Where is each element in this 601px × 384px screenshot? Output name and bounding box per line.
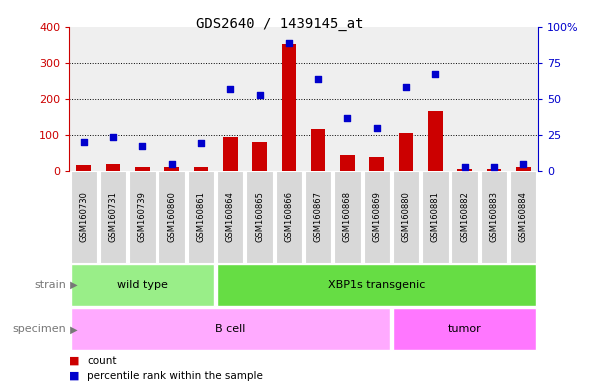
Bar <box>398 133 413 171</box>
Text: GSM160882: GSM160882 <box>460 192 469 242</box>
Bar <box>276 171 302 263</box>
Bar <box>217 171 243 263</box>
Bar <box>135 167 150 171</box>
Text: GSM160880: GSM160880 <box>401 192 410 242</box>
Point <box>284 40 294 46</box>
Bar <box>457 169 472 171</box>
Bar <box>481 171 507 263</box>
Text: tumor: tumor <box>448 324 481 334</box>
Text: GSM160868: GSM160868 <box>343 192 352 242</box>
Point <box>79 139 88 145</box>
Point <box>313 76 323 82</box>
Text: strain: strain <box>34 280 66 290</box>
Bar <box>70 171 97 263</box>
Bar <box>340 155 355 171</box>
Bar <box>252 142 267 171</box>
Point <box>108 134 118 141</box>
Text: GSM160860: GSM160860 <box>167 192 176 242</box>
Point <box>225 86 235 92</box>
Point <box>343 114 352 121</box>
Text: count: count <box>87 356 117 366</box>
Bar <box>451 171 478 263</box>
Text: GSM160739: GSM160739 <box>138 192 147 242</box>
Bar <box>76 166 91 171</box>
Point <box>401 84 411 91</box>
Text: ■: ■ <box>69 356 79 366</box>
Text: specimen: specimen <box>13 324 66 334</box>
Bar <box>364 171 390 263</box>
Bar <box>159 171 185 263</box>
Point <box>519 161 528 167</box>
Text: GSM160865: GSM160865 <box>255 192 264 242</box>
Bar <box>281 44 296 171</box>
Bar <box>70 264 214 306</box>
Bar <box>194 167 209 171</box>
Text: ■: ■ <box>69 371 79 381</box>
Bar <box>164 167 179 171</box>
Bar <box>510 171 537 263</box>
Text: XBP1s transgenic: XBP1s transgenic <box>328 280 426 290</box>
Text: percentile rank within the sample: percentile rank within the sample <box>87 371 263 381</box>
Text: ▶: ▶ <box>67 280 78 290</box>
Point <box>430 71 440 77</box>
Bar <box>129 171 156 263</box>
Text: wild type: wild type <box>117 280 168 290</box>
Text: B cell: B cell <box>215 324 245 334</box>
Bar <box>428 111 443 171</box>
Bar <box>106 164 120 171</box>
Point <box>489 164 499 170</box>
Text: ▶: ▶ <box>67 324 78 334</box>
Text: GSM160864: GSM160864 <box>226 192 235 242</box>
Bar <box>246 171 273 263</box>
Bar <box>311 129 326 171</box>
Bar <box>334 171 361 263</box>
Bar <box>305 171 331 263</box>
Text: GSM160869: GSM160869 <box>372 192 381 242</box>
Point <box>196 140 206 146</box>
Bar <box>422 171 448 263</box>
Point <box>255 92 264 98</box>
Bar <box>217 264 537 306</box>
Text: GSM160731: GSM160731 <box>109 192 118 242</box>
Bar <box>70 308 390 351</box>
Bar <box>188 171 214 263</box>
Bar <box>516 167 531 171</box>
Point <box>167 161 177 167</box>
Text: GSM160861: GSM160861 <box>197 192 206 242</box>
Bar <box>393 171 419 263</box>
Text: GSM160883: GSM160883 <box>489 192 498 242</box>
Point <box>372 125 382 131</box>
Text: GSM160730: GSM160730 <box>79 192 88 242</box>
Bar <box>393 308 537 351</box>
Point <box>138 143 147 149</box>
Text: GSM160866: GSM160866 <box>284 192 293 242</box>
Bar <box>370 157 384 171</box>
Bar <box>223 137 237 171</box>
Text: GSM160867: GSM160867 <box>314 192 323 242</box>
Text: GSM160884: GSM160884 <box>519 192 528 242</box>
Bar <box>487 169 501 171</box>
Bar <box>100 171 126 263</box>
Text: GSM160881: GSM160881 <box>431 192 440 242</box>
Text: GDS2640 / 1439145_at: GDS2640 / 1439145_at <box>196 17 363 31</box>
Point <box>460 164 469 170</box>
